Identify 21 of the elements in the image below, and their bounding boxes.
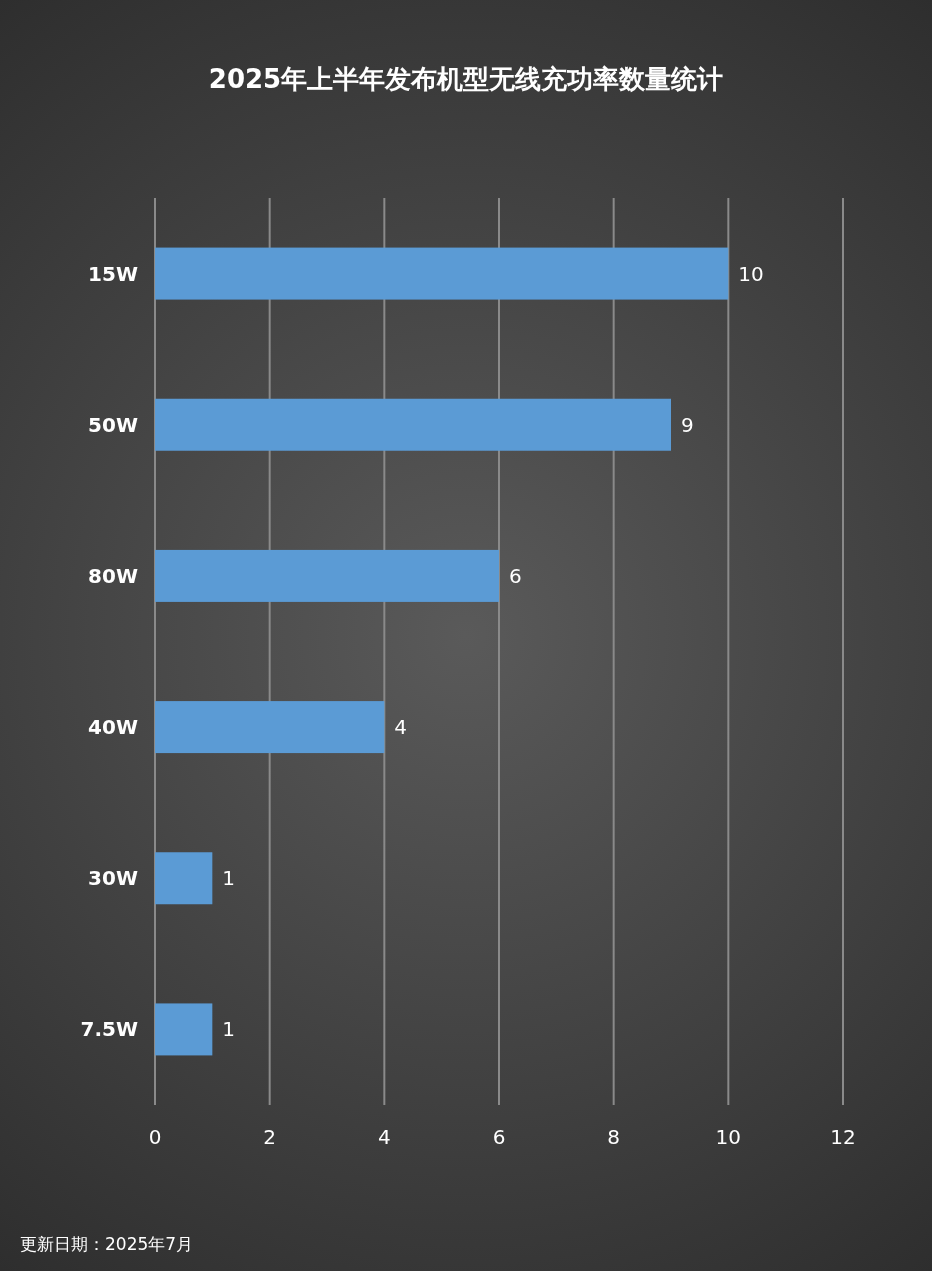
y-tick-label: 30W [88,866,138,891]
data-label: 1 [222,1017,236,1042]
y-tick-label: 50W [88,412,138,437]
data-label: 10 [738,261,764,286]
y-tick-label: 7.5W [80,1017,138,1042]
x-tick-label: 2 [263,1125,277,1149]
data-label: 4 [394,715,408,740]
data-label: 1 [222,866,236,891]
chart-title: 2025年上半年发布机型无线充功率数量统计 [208,64,724,94]
y-tick-label: 40W [88,715,138,740]
x-tick-label: 6 [492,1125,506,1149]
x-tick-label: 10 [715,1125,742,1149]
y-tick-label: 15W [88,261,138,286]
x-tick-label: 0 [148,1125,162,1149]
x-tick-label: 8 [607,1125,621,1149]
y-tick-label: 80W [88,563,138,588]
data-label: 9 [681,412,694,437]
x-tick-label: 12 [830,1125,856,1149]
data-label: 6 [509,563,522,588]
text: 更新日期：2025年7月 [20,1234,194,1254]
x-tick-label: 4 [377,1125,391,1149]
